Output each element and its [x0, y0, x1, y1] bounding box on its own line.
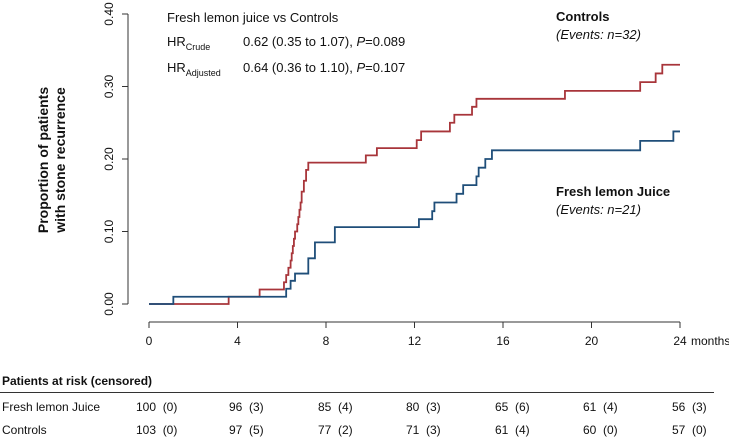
risk-table-divider	[0, 392, 714, 393]
risk-cell-month-4: 97 (5)	[229, 423, 264, 437]
risk-cell-month-16: 65 (6)	[495, 400, 530, 414]
y-tick-label: 0.30	[102, 74, 116, 98]
risk-row-fresh-lemon-juice: Fresh lemon Juice 100 (0) 96 (3) 85 (4) …	[0, 400, 729, 416]
y-tick-label: 0.20	[102, 147, 116, 171]
x-tick-label: 20	[585, 334, 599, 348]
y-axis-title-line2: with stone recurrence	[52, 87, 68, 234]
y-tick-label: 0.00	[102, 292, 116, 316]
y-ticks: 0.00 0.10 0.20 0.30 0.40	[102, 2, 128, 316]
series-label-fresh-lemon-juice: Fresh lemon Juice	[556, 184, 670, 199]
risk-cell-month-12: 71 (3)	[406, 423, 441, 437]
x-tick-label: 16	[496, 334, 510, 348]
y-tick-label: 0.10	[102, 219, 116, 243]
x-tick-label: 4	[234, 334, 241, 348]
hr-crude-label: HR	[167, 34, 186, 49]
x-tick-label: 12	[408, 334, 422, 348]
risk-cell-month-8: 77 (2)	[318, 423, 353, 437]
annotation-hr-crude: HRCrude	[167, 34, 210, 52]
annotation-title: Fresh lemon juice vs Controls	[167, 10, 339, 25]
risk-table-title: Patients at risk (censored)	[2, 374, 153, 388]
hr-crude-ci: 0.62 (0.35 to 1.07),	[243, 34, 356, 49]
risk-cell-month-0: 103 (0)	[136, 423, 178, 437]
risk-cell-month-8: 85 (4)	[318, 400, 353, 414]
y-axis-title-line1: Proportion of patients	[35, 87, 51, 233]
x-axis-unit: months	[691, 334, 729, 348]
risk-cell-month-12: 80 (3)	[406, 400, 441, 414]
x-tick-label: 8	[323, 334, 330, 348]
risk-cell-month-24: 56 (3)	[672, 400, 707, 414]
hr-crude-p-label: P	[356, 34, 365, 49]
annotation-hr-crude-value: 0.62 (0.35 to 1.07), P=0.089	[243, 34, 405, 49]
risk-cell-month-0: 100 (0)	[136, 400, 178, 414]
series-label-controls: Controls	[556, 9, 609, 24]
x-tick-label: 0	[146, 334, 153, 348]
risk-row-label: Fresh lemon Juice	[2, 400, 101, 414]
risk-cell-month-24: 57 (0)	[672, 423, 707, 437]
series-events-fresh-lemon-juice: (Events: n=21)	[556, 202, 641, 217]
series-line-controls	[149, 63, 680, 305]
risk-cell-month-16: 61 (4)	[495, 423, 530, 437]
x-tick-label: 24	[673, 334, 687, 348]
x-ticks: 0 4 8 12 16 20 24 months	[146, 322, 729, 348]
risk-row-controls: Controls 103 (0) 97 (5) 77 (2) 71 (3) 61…	[0, 423, 729, 439]
series-events-controls: (Events: n=32)	[556, 27, 641, 42]
hr-adjusted-p-label: P	[356, 60, 365, 75]
series-line-fresh-lemon-juice	[149, 130, 680, 305]
hr-crude-p-value: =0.089	[365, 34, 405, 49]
risk-row-label: Controls	[2, 423, 47, 437]
y-axis-title: Proportion of patients with stone recurr…	[35, 87, 68, 234]
hr-crude-subscript: Crude	[186, 42, 211, 52]
hr-adjusted-ci: 0.64 (0.36 to 1.10),	[243, 60, 356, 75]
hr-adjusted-subscript: Adjusted	[186, 68, 221, 78]
risk-cell-month-4: 96 (3)	[229, 400, 264, 414]
risk-cell-month-20: 61 (4)	[583, 400, 618, 414]
hr-adjusted-p-value: =0.107	[365, 60, 405, 75]
annotation-hr-adjusted: HRAdjusted	[167, 60, 221, 78]
y-tick-label: 0.40	[102, 2, 116, 26]
annotation-hr-adjusted-value: 0.64 (0.36 to 1.10), P=0.107	[243, 60, 405, 75]
hr-adjusted-label: HR	[167, 60, 186, 75]
km-chart: 0.00 0.10 0.20 0.30 0.40 0 4 8 12 16 20 24 months P…	[35, 2, 729, 348]
risk-cell-month-20: 60 (0)	[583, 423, 618, 437]
